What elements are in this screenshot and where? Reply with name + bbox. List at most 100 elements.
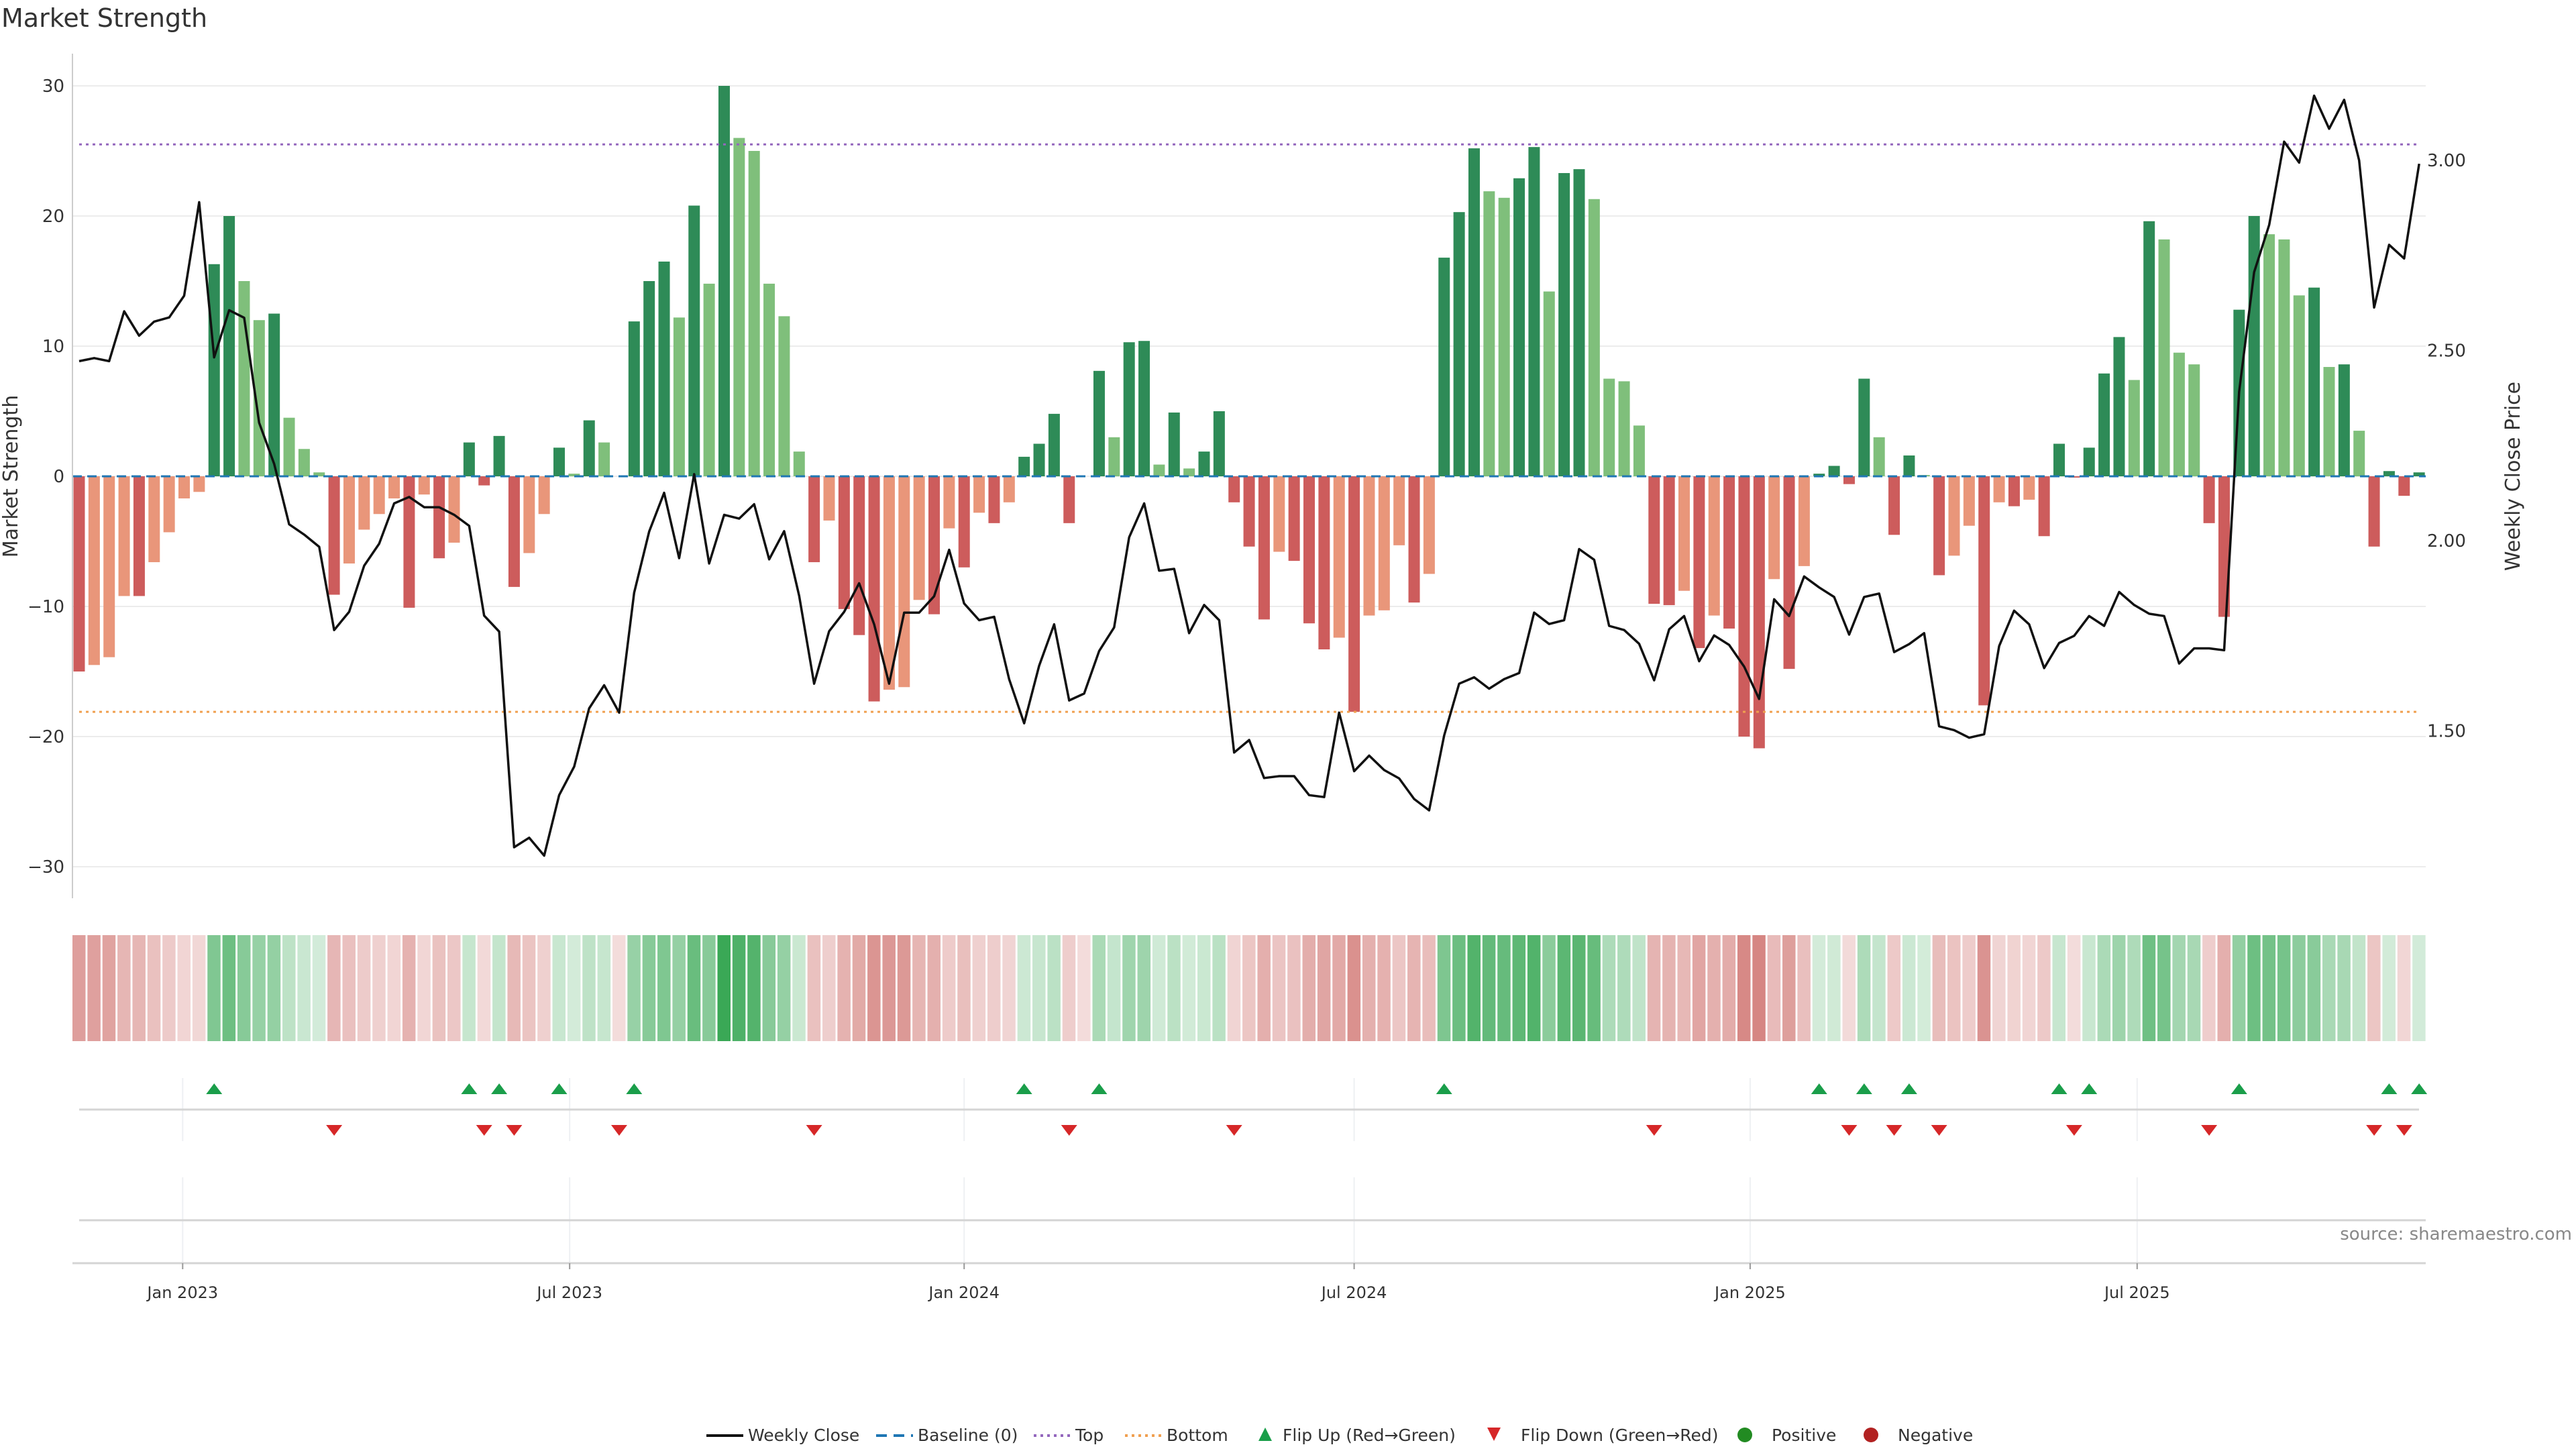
heat-cell [837,935,851,1041]
heat-cell [2247,935,2261,1041]
heat-cell [1242,935,1256,1041]
heat-cell [717,935,731,1041]
heat-cell [462,935,476,1041]
heat-cell [327,935,341,1041]
strength-bar [1783,476,1795,669]
left-axis-ticks: 30 20 10 0 −10 −20 −30 [28,76,64,877]
strength-bar [1678,476,1690,591]
right-axis-ticks: 3.00 2.50 2.00 1.50 [2427,151,2466,742]
strength-bar [838,476,850,609]
strength-bar [253,320,265,476]
y-axis-label: Market Strength [0,395,23,557]
heat-cell [447,935,461,1041]
flip-down-marker [1841,1125,1858,1136]
strength-bar [628,321,640,476]
heat-cell [432,935,446,1041]
heat-cell [1497,935,1511,1041]
legend-label: Flip Up (Red→Green) [1283,1426,1456,1445]
strength-bar [1363,476,1375,616]
strength-bar [583,420,595,476]
strength-bar [703,283,715,476]
strength-bar [1663,476,1675,606]
heat-cell [1467,935,1481,1041]
strength-bar [2113,337,2125,476]
lower-panel [72,1177,2426,1265]
heat-cell [2262,935,2276,1041]
strength-bar [1138,341,1150,476]
heat-cell [417,935,431,1041]
strength-bar [1888,476,1900,535]
heat-cell [2397,935,2411,1041]
strength-bar [1798,476,1810,566]
strength-bar [2008,476,2020,506]
heat-cell [2232,935,2246,1041]
heat-cell [1332,935,1346,1041]
heat-cell [1107,935,1121,1041]
heat-cell [897,935,911,1041]
strength-bar [2398,476,2410,496]
strength-bar [493,435,505,476]
strength-bar [418,476,430,495]
strength-bar [1228,476,1240,502]
heat-cell [912,935,926,1041]
flip-up-marker [1016,1083,1032,1094]
strength-bar [2323,367,2335,476]
strength-bars [73,86,2425,749]
heat-cell [1137,935,1151,1041]
strength-bar [823,476,835,521]
strength-bar [2158,239,2170,476]
strength-heat-strip [72,935,2426,1041]
strength-bar [1183,468,1195,476]
heat-cell [1302,935,1316,1041]
strength-bar [1153,464,1165,476]
strength-bar [1708,476,1720,616]
heat-cell [1602,935,1616,1041]
heat-cell [1617,935,1631,1041]
strength-bar [1213,411,1225,476]
heat-cell [297,935,311,1041]
heat-cell [2022,935,2036,1041]
heat-cell [1722,935,1736,1041]
flip-up-marker [2231,1083,2247,1094]
strength-bar [298,449,310,476]
heat-cell [207,935,221,1041]
heat-cell [732,935,746,1041]
heat-cell [1422,935,1436,1041]
strength-bar [1018,456,1030,476]
flip-down-marker [610,1125,627,1136]
strength-bar [148,476,160,563]
heat-cell [177,935,191,1041]
heat-cell [492,935,506,1041]
strength-bar [973,476,985,513]
strength-bar [358,476,370,530]
strength-bar [238,281,250,476]
flip-up-marker [1811,1083,1827,1094]
heat-cell [1092,935,1106,1041]
heat-cell [687,935,701,1041]
strength-bar [1483,191,1495,476]
heat-cell [552,935,566,1041]
legend-label: Top [1075,1426,1104,1445]
heat-cell [2037,935,2051,1041]
strength-bar [373,476,385,515]
flip-up-marker [626,1083,643,1094]
strength-bar [898,476,910,688]
heat-cell [1227,935,1241,1041]
heat-cell [2097,935,2111,1041]
strength-bar [1693,476,1705,649]
strength-bar [1288,476,1300,561]
heat-cell [1122,935,1136,1041]
x-tick-label: Jul 2024 [1320,1283,1387,1302]
strength-bar [1063,476,1075,523]
heat-cell [2187,935,2201,1041]
heat-cell [387,935,401,1041]
strength-bar [88,476,100,665]
strength-bar [193,476,205,492]
heat-cell [507,935,521,1041]
strength-bar [118,476,130,596]
strength-bar [1993,476,2005,502]
strength-bar [1108,437,1120,476]
strength-bar [2188,364,2200,476]
heat-cell [147,935,161,1041]
heat-cell [1392,935,1406,1041]
